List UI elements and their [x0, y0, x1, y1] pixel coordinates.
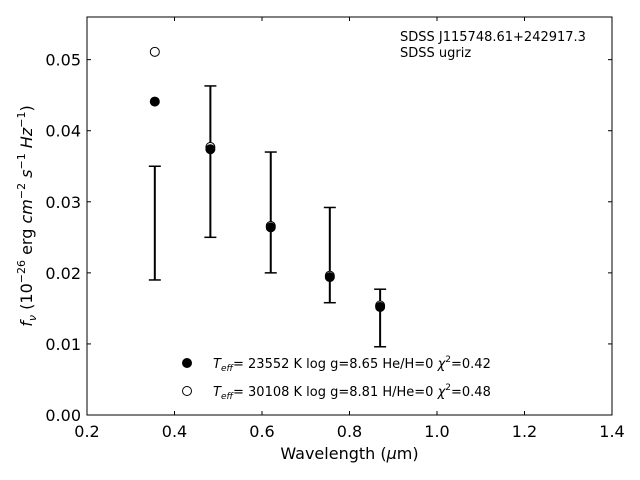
- legend-entry-filled: Teff= 23552 K log g=8.65 He/H=0 χ2=0.42: [213, 355, 491, 374]
- y-axis-ticks: 0.00 0.01 0.02 0.03 0.04 0.05: [45, 51, 612, 425]
- y-tick-label: 0.01: [45, 335, 81, 354]
- data-point-filled: [149, 96, 160, 107]
- data-point-filled: [324, 272, 335, 283]
- object-name-annotation: SDSS J115748.61+242917.3: [400, 30, 586, 45]
- y-tick-label: 0.04: [45, 122, 81, 141]
- data-point-filled: [205, 144, 216, 155]
- data-points: [149, 46, 386, 312]
- x-axis-label: Wavelength (μm): [280, 444, 418, 463]
- data-point-filled: [375, 301, 386, 312]
- x-tick-label: 0.8: [337, 422, 362, 441]
- x-tick-label: 0.6: [249, 422, 274, 441]
- x-axis-ticks: 0.2 0.4 0.6 0.8 1.0 1.2 1.4: [74, 17, 625, 441]
- y-tick-label: 0.03: [45, 193, 81, 212]
- y-tick-label: 0.05: [45, 51, 81, 70]
- legend-marker-open: [182, 386, 192, 396]
- error-bars: [148, 85, 387, 348]
- legend-entry-open: Teff= 30108 K log g=8.81 H/He=0 χ2=0.48: [213, 383, 491, 402]
- plot-area: [86, 16, 613, 416]
- legend-marker-filled: [182, 358, 192, 368]
- survey-annotation: SDSS ugriz: [400, 46, 471, 61]
- data-point-filled: [265, 222, 276, 233]
- legend: Teff= 23552 K log g=8.65 He/H=0 χ2=0.42 …: [182, 355, 491, 402]
- x-tick-label: 1.4: [599, 422, 624, 441]
- data-point-open: [149, 46, 160, 57]
- x-tick-label: 0.4: [162, 422, 187, 441]
- y-axis-label: fν (10−26 erg cm−2 s−1 Hz−1): [15, 105, 39, 326]
- y-tick-label: 0.00: [45, 406, 81, 425]
- x-tick-label: 0.2: [74, 422, 99, 441]
- x-tick-label: 1.2: [512, 422, 537, 441]
- y-tick-label: 0.02: [45, 264, 81, 283]
- x-tick-label: 1.0: [424, 422, 449, 441]
